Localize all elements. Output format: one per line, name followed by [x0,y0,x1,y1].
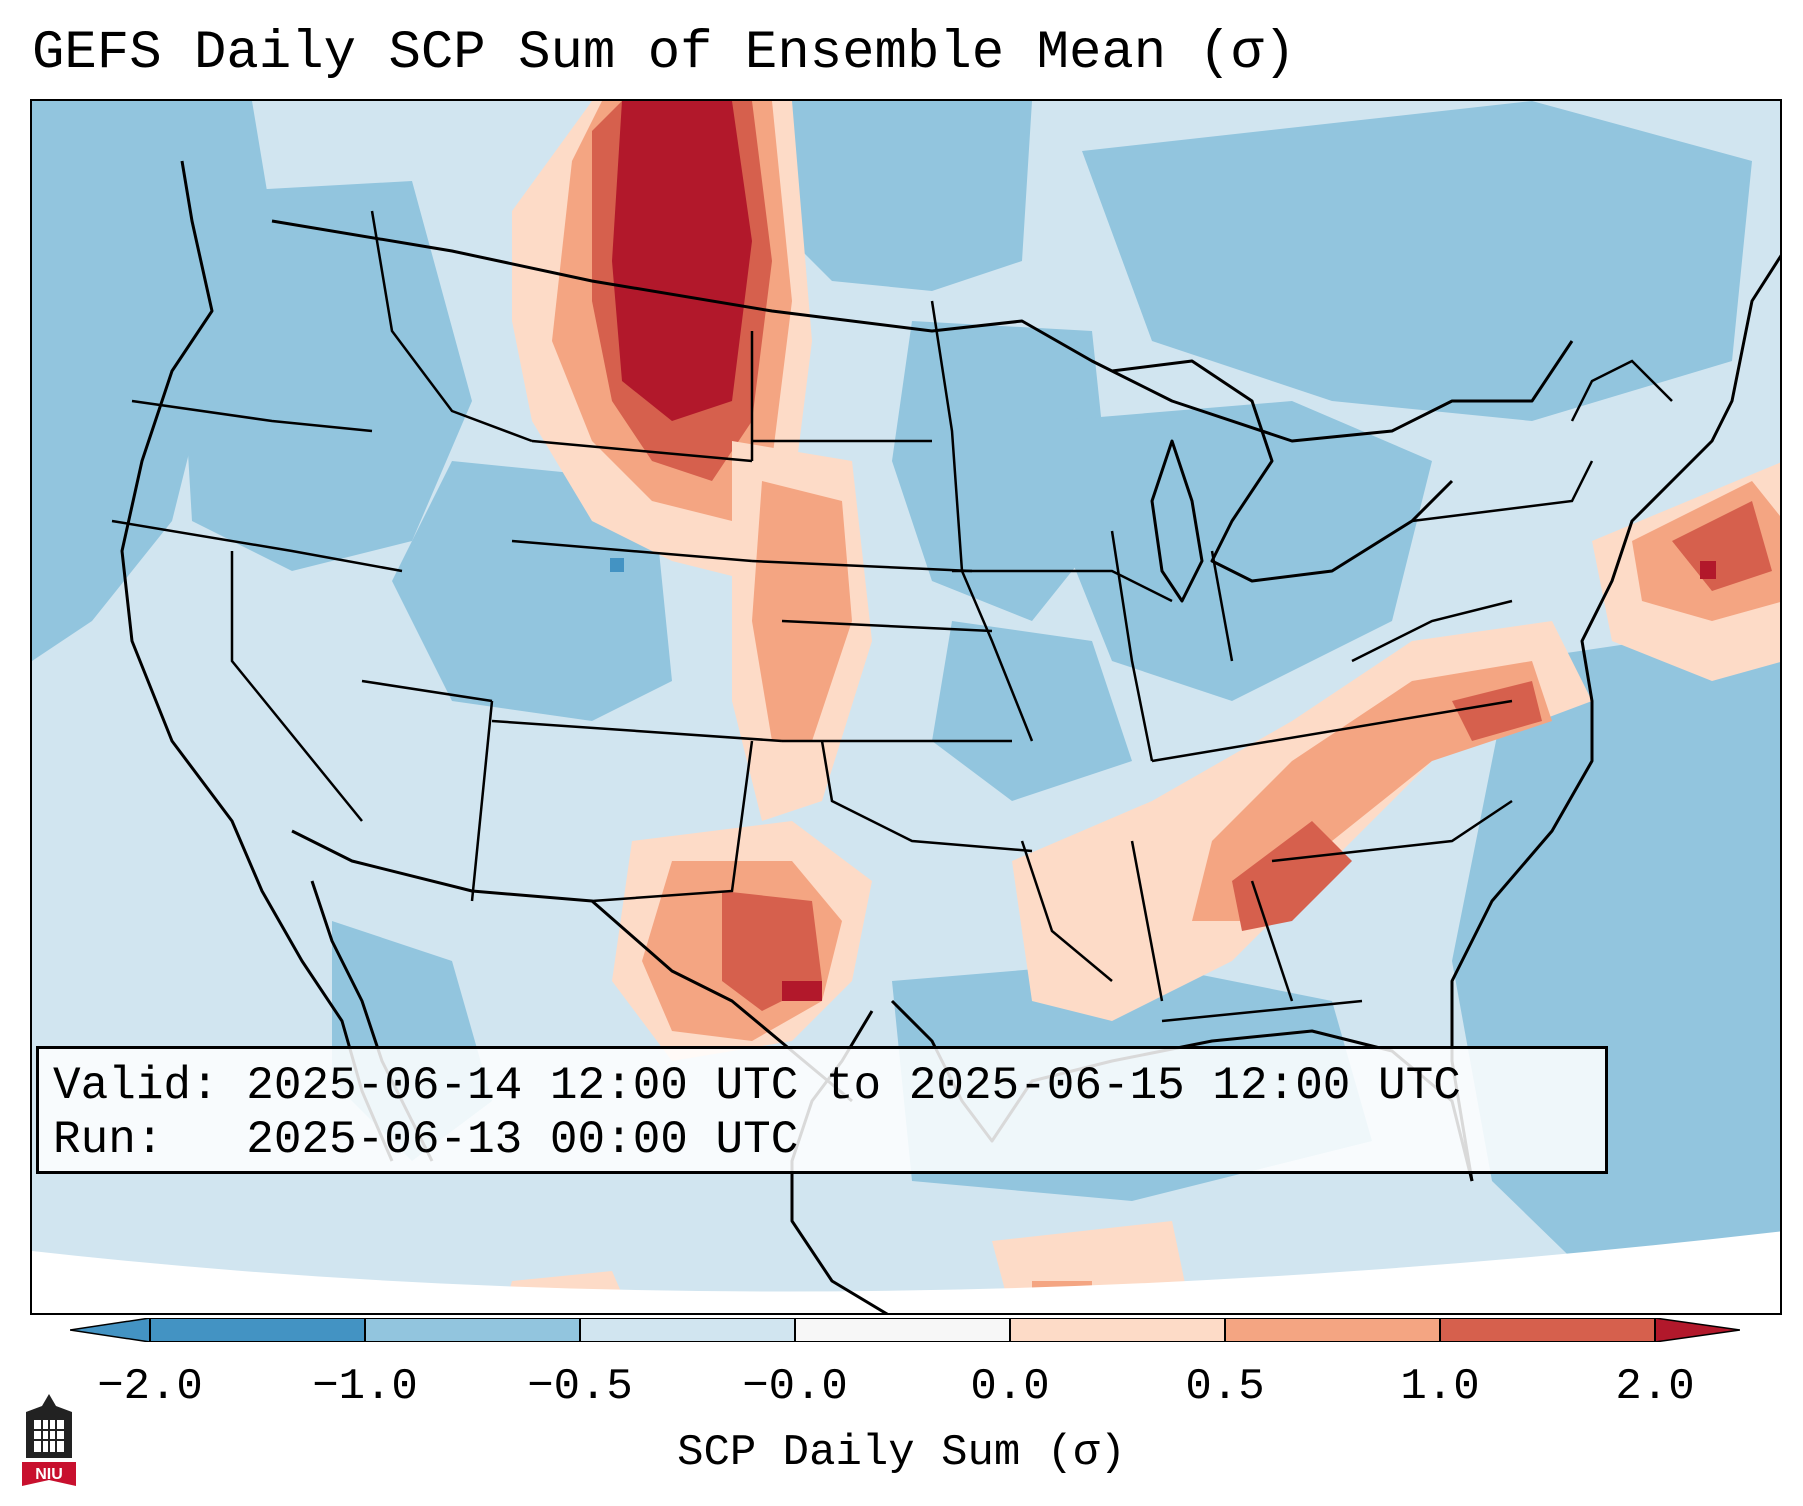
atlantic-coastline [1450,254,1780,1182]
colorbar-extend-low [70,1318,151,1342]
colorbar-ticks [149,1318,1656,1342]
canada-us-border [271,219,1574,443]
pacific-coastline [120,160,394,1162]
colorbar-segment-3 [580,1318,795,1342]
colorbar-tick-label: 1.0 [1400,1362,1480,1412]
niu-logo: NIU [22,1394,76,1486]
border-co-nm [491,719,783,743]
colorbar-tick-label: −0.0 [742,1362,848,1412]
logo-banner [22,1462,76,1486]
border-new-england [1570,359,1673,422]
colorbar-tick-label: 2.0 [1615,1362,1695,1412]
border-az-nm [470,700,494,902]
colorbar-tick-label: −0.5 [527,1362,633,1412]
colorbar-segment-6 [1225,1318,1440,1342]
border-mt-wy [531,439,753,463]
field-montana-max [612,101,752,421]
border-ar-la [1020,840,1113,982]
field-newengland-max [1700,561,1716,579]
field-idaho-oregon [182,181,472,571]
field-plains-mid [752,481,852,741]
us-mexico-border [291,829,853,1103]
field-texas-max [782,981,822,1001]
colorbar-segment-5 [1010,1318,1225,1342]
colorbar-tick-label: −1.0 [312,1362,418,1412]
border-or-ca [111,519,403,573]
colorbar-tick-label: 0.0 [970,1362,1050,1412]
border-ok-tx [820,740,1033,853]
field-virginia-high [1452,681,1542,741]
border-dakotas [750,331,932,461]
colorbar-segment-4 [795,1318,1010,1342]
colorbar-tick-label: −2.0 [97,1362,203,1412]
field-missouri [932,621,1132,801]
field-canada-central [762,101,1032,291]
border-nv-ca [230,551,363,822]
field-newengland-high [1672,501,1772,591]
valid-run-info-box: Valid: 2025-06-14 12:00 UTC to 2025-06-1… [36,1046,1608,1174]
border-nc-sc [1271,799,1513,863]
map-domain-edge [32,1231,1780,1313]
lake-michigan [1150,439,1204,603]
border-va-wv [1351,599,1513,663]
border-pa-ny [1411,460,1594,523]
field-pacific-nw [32,101,272,661]
field-colorado-spot [610,558,624,572]
border-nm-tx [591,740,754,903]
valid-time-text: Valid: 2025-06-14 12:00 UTC to 2025-06-1… [53,1060,1461,1112]
colorbar-segment-2 [365,1318,580,1342]
border-il-in [1110,530,1154,762]
border-ia-mo [952,569,1173,603]
border-al-ga [1250,880,1294,1002]
colorbar-segment-7 [1440,1318,1655,1342]
border-wy-co [511,539,753,563]
border-ut-az [361,679,493,703]
colorbar-extend-high [1654,1318,1740,1342]
field-positive-regions [503,101,1780,1313]
chart-title: GEFS Daily SCP Sum of Ensemble Mean (σ) [32,23,1296,84]
colorbar-label: SCP Daily Sum (σ) [677,1428,1126,1478]
logo-text: NIU [35,1466,63,1483]
great-lakes-outline [1111,359,1454,583]
university-tower-icon [26,1394,72,1458]
state-borders [111,210,1673,1023]
colorbar-tick-label: 0.5 [1185,1362,1265,1412]
field-southeast-high [1232,821,1352,931]
border-in-oh [1210,550,1234,662]
colorbar [70,1318,1740,1342]
field-canada-east [1082,101,1752,421]
field-great-lakes [1052,401,1432,701]
border-ne-ks [751,559,1012,743]
border-id-mt [370,210,533,443]
colorbar-segment-1 [150,1318,365,1342]
border-fl [1161,999,1363,1023]
run-time-text: Run: 2025-06-13 00:00 UTC [53,1114,799,1166]
border-ms-al [1130,840,1164,1002]
border-tn-ky [1151,699,1513,763]
border-wa-or [131,399,373,433]
